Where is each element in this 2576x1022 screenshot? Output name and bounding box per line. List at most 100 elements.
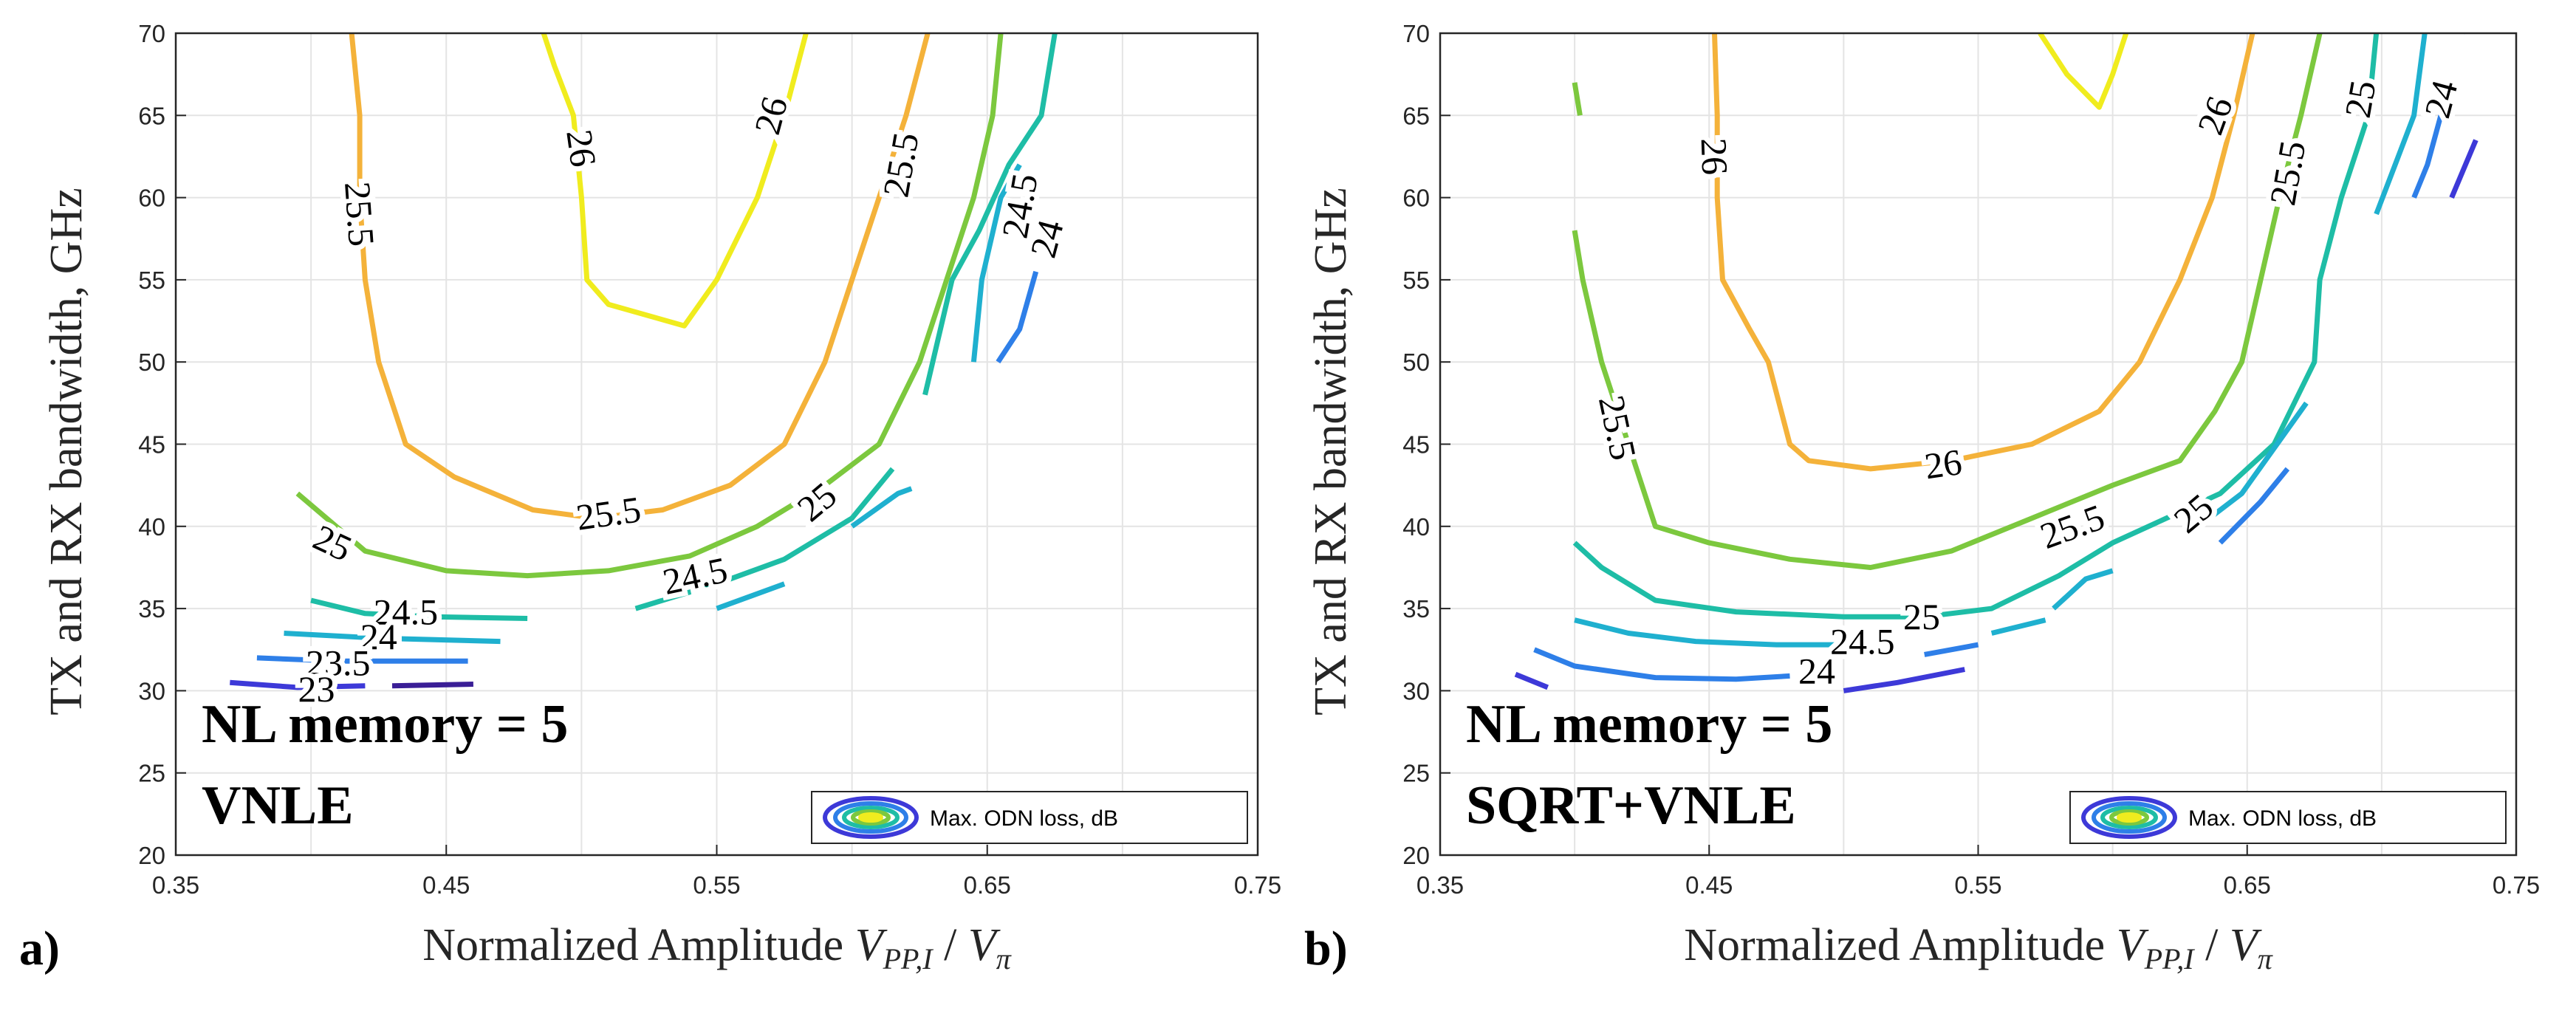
y-tick-label: 30 bbox=[138, 677, 165, 704]
contour-line-24_5 bbox=[2052, 568, 2114, 611]
contour-label: 25.5 bbox=[337, 180, 383, 247]
y-tick-label: 70 bbox=[1402, 20, 1430, 47]
contour-line-24 bbox=[2218, 467, 2290, 545]
y-tick-label: 25 bbox=[138, 760, 165, 787]
legend-label: Max. ODN loss, dB bbox=[930, 806, 1118, 831]
contour-line-25 bbox=[1572, 33, 2380, 620]
y-tick-label: 25 bbox=[1402, 760, 1430, 787]
annotation-line-1: NL memory = 5 bbox=[202, 694, 568, 755]
contour-line-24_5 bbox=[2197, 401, 2309, 529]
contour-label: 23.5 bbox=[306, 642, 371, 684]
y-tick-label: 45 bbox=[1402, 431, 1430, 459]
contour-line-24 bbox=[1924, 642, 1979, 657]
legend-ring bbox=[842, 806, 900, 829]
x-tick-label: 0.35 bbox=[1417, 871, 1464, 899]
legend-ring bbox=[2081, 796, 2177, 839]
contour-label: 24.5 bbox=[374, 591, 439, 633]
contour-line-24_5 bbox=[850, 486, 913, 529]
contour-line-24 bbox=[2411, 114, 2444, 199]
y-axis-label: TX and RX bandwidth, GHz bbox=[1306, 188, 1356, 716]
y-axis-label: TX and RX bandwidth, GHz bbox=[41, 188, 92, 716]
annotation-line-2: VNLE bbox=[202, 775, 354, 836]
contour-line-24_5 bbox=[284, 631, 501, 645]
y-tick-labels: 20 25 30 35 40 45 50 55 60 65 70 bbox=[1402, 20, 1450, 869]
contour-line-24_5 bbox=[2374, 33, 2428, 216]
y-tick-label: 55 bbox=[1402, 267, 1430, 294]
contour-label: 23 bbox=[298, 668, 335, 710]
x-tick-label: 0.65 bbox=[2224, 871, 2271, 899]
contour-line-23_5 bbox=[2192, 515, 2208, 529]
legend-ring bbox=[2117, 812, 2142, 823]
contour-line-26_5 bbox=[541, 33, 809, 329]
contour-line-25 bbox=[922, 33, 1058, 396]
contour-line-24 bbox=[2462, 33, 2465, 35]
y-tick-labels: 20 25 30 35 40 45 50 55 60 65 70 bbox=[138, 20, 186, 869]
contour-line-23_5 bbox=[230, 679, 366, 690]
y-tick-label: 50 bbox=[138, 349, 165, 376]
contour-line-24 bbox=[996, 270, 1039, 364]
legend-ring bbox=[2109, 809, 2149, 826]
contour-label: 24 bbox=[1798, 651, 1835, 692]
legend-ring bbox=[858, 812, 883, 823]
legend-contour-icon bbox=[823, 796, 919, 839]
legend: Max. ODN loss, dB bbox=[2069, 791, 2507, 844]
y-tick-label: 40 bbox=[138, 513, 165, 541]
y-tick-label: 40 bbox=[1402, 513, 1430, 541]
legend-ring bbox=[2092, 801, 2167, 834]
contour-label: 26 bbox=[558, 127, 604, 169]
contour-line-24_5 bbox=[970, 163, 1022, 363]
y-tick-label: 45 bbox=[138, 431, 165, 459]
contour-label: 25 bbox=[1903, 596, 1940, 637]
contour-line-26 bbox=[349, 33, 931, 521]
y-tick-label: 30 bbox=[1402, 677, 1430, 704]
legend: Max. ODN loss, dB bbox=[811, 791, 1248, 844]
contour-line-23_5 bbox=[2449, 139, 2479, 199]
x-axis-label: Normalized Amplitude VPP,I / Vπ bbox=[1684, 920, 2272, 975]
contour-label: 26 bbox=[1693, 137, 1736, 176]
x-tick-label: 0.55 bbox=[1954, 871, 2001, 899]
contour-line-24_5 bbox=[1990, 617, 2046, 636]
contour-label: 24.5 bbox=[1830, 621, 1895, 662]
grid bbox=[1440, 33, 2516, 855]
contour-line-24 bbox=[256, 655, 468, 664]
x-axis-label: Normalized Amplitude VPP,I / Vπ bbox=[422, 920, 1011, 975]
legend-ring bbox=[2100, 806, 2158, 829]
panel-label: b) bbox=[1304, 922, 1348, 975]
contour-line-24_5 bbox=[716, 581, 786, 611]
contour-line-26 bbox=[1712, 33, 2255, 472]
contour-line-23_5 bbox=[1843, 667, 1965, 693]
x-tick-labels: 0.35 0.45 0.55 0.65 0.75 bbox=[1417, 845, 2540, 899]
legend-contour-icon bbox=[2081, 796, 2177, 839]
panel-label: a) bbox=[19, 922, 60, 975]
contour-line-25 bbox=[310, 597, 528, 621]
contour-lines bbox=[1514, 33, 2479, 693]
contour-label: 26 bbox=[1922, 441, 1964, 487]
y-tick-label: 35 bbox=[1402, 595, 1430, 623]
contour-line-23_5 bbox=[1514, 671, 1549, 690]
legend-ring bbox=[833, 801, 908, 834]
annotation-line-1: NL memory = 5 bbox=[1466, 694, 1832, 755]
x-tick-label: 0.75 bbox=[2493, 871, 2540, 899]
annotation-line-2: SQRT+VNLE bbox=[1466, 775, 1796, 836]
contour-line-25 bbox=[634, 467, 895, 611]
contour-label: 25 bbox=[2337, 78, 2384, 121]
y-tick-label: 65 bbox=[1402, 102, 1430, 129]
contour-line-25_5 bbox=[1572, 82, 1583, 116]
y-tick-label: 20 bbox=[1402, 842, 1430, 869]
contour-line-24_5 bbox=[1574, 617, 1844, 648]
legend-ring bbox=[851, 809, 891, 826]
contour-line-23 bbox=[391, 682, 473, 689]
x-tick-label: 0.45 bbox=[1685, 871, 1733, 899]
contour-line-25_5 bbox=[1572, 33, 2323, 570]
contour-label: 24 bbox=[360, 616, 397, 657]
y-tick-label: 20 bbox=[138, 842, 165, 869]
x-tick-label: 0.55 bbox=[693, 871, 740, 899]
contour-line-25_5 bbox=[295, 33, 1004, 579]
y-tick-label: 55 bbox=[138, 267, 165, 294]
x-tick-label: 0.45 bbox=[422, 871, 470, 899]
y-tick-label: 50 bbox=[1402, 349, 1430, 376]
legend-ring bbox=[823, 796, 919, 839]
x-tick-labels: 0.35 0.45 0.55 0.65 0.75 bbox=[152, 845, 1281, 899]
x-tick-label: 0.65 bbox=[964, 871, 1011, 899]
